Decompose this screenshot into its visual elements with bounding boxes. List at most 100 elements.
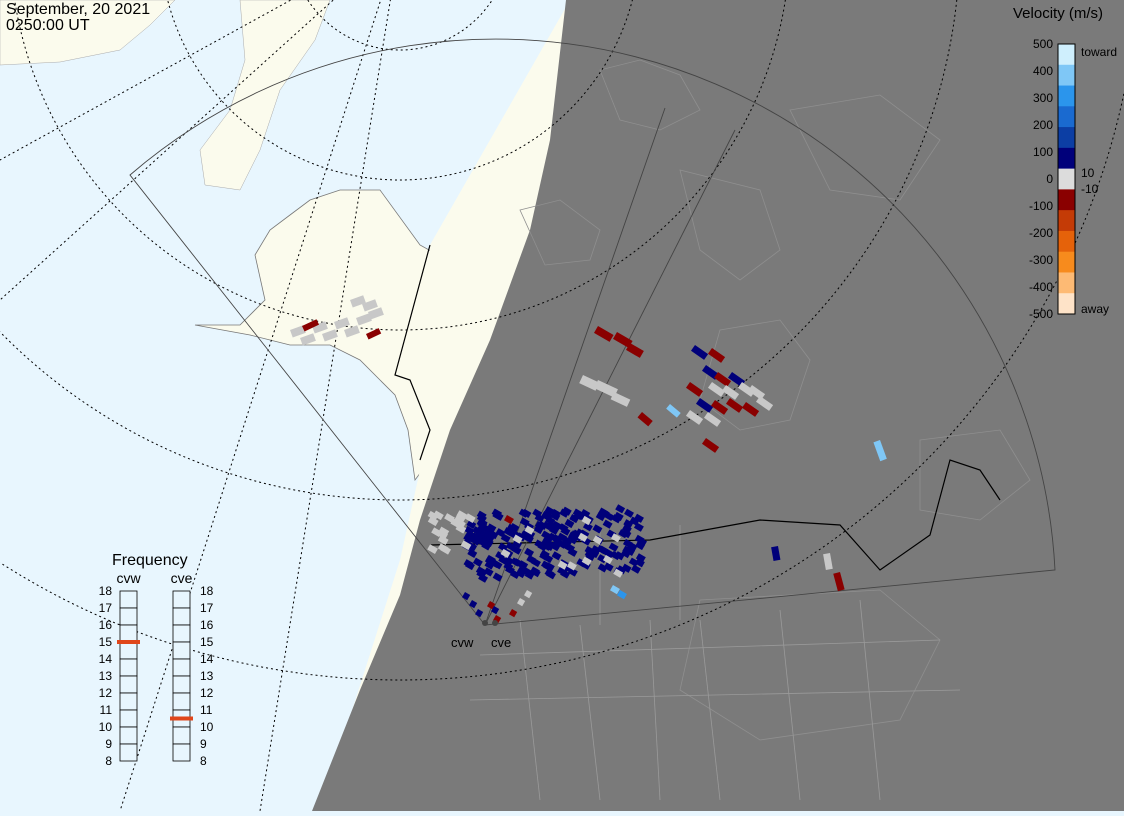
scatter-cell	[550, 511, 561, 521]
frequency-radar-label: cve	[171, 570, 193, 586]
scatter-cell	[290, 325, 306, 338]
frequency-marker	[117, 640, 140, 644]
scatter-cell	[566, 561, 577, 571]
scatter-cell	[557, 532, 567, 542]
scatter-cell	[492, 572, 503, 582]
scatter-cell	[737, 381, 756, 397]
scatter-cell	[524, 525, 535, 535]
scatter-cell	[485, 554, 496, 565]
colorbar-segment	[1058, 251, 1075, 273]
scatter-cell	[627, 541, 638, 552]
scatter-cell	[475, 566, 486, 576]
scatter-cell	[546, 570, 556, 580]
colorbar-segment	[1058, 127, 1075, 149]
scatter-cell	[539, 551, 550, 561]
scatter-cell	[551, 551, 562, 561]
scatter-cell	[581, 515, 592, 526]
scatter-cell	[524, 590, 533, 599]
frequency-cell	[119, 607, 138, 626]
scatter-cell	[529, 566, 540, 576]
scatter-cell	[484, 560, 495, 570]
scatter-cell	[537, 520, 548, 531]
frequency-cell	[119, 692, 138, 711]
scatter-cell	[582, 522, 593, 532]
scatter-cell	[592, 535, 603, 545]
scatter-cell	[469, 600, 478, 609]
scatter-cell	[487, 601, 496, 610]
scatter-cell	[312, 321, 328, 334]
scatter-cell	[512, 534, 523, 544]
colorbar-minus10-label: -10	[1081, 182, 1099, 196]
scatter-cell	[721, 384, 740, 400]
scatter-cell	[504, 515, 514, 525]
scatter-cell	[344, 325, 360, 338]
backscatter	[290, 295, 887, 624]
scatter-cell	[454, 514, 466, 524]
scatter-cell	[427, 510, 439, 521]
scatter-cell	[531, 557, 541, 568]
frequency-cell	[172, 675, 191, 694]
scatter-cell	[614, 551, 625, 561]
scatter-cell	[510, 569, 520, 579]
scatter-cell	[518, 560, 529, 570]
scatter-cell	[506, 523, 517, 533]
scatter-cell	[524, 547, 535, 558]
scatter-cell	[618, 529, 629, 539]
scatter-cell	[569, 513, 580, 524]
scatter-cell	[556, 539, 567, 549]
scatter-cell	[755, 395, 774, 411]
scatter-cell	[703, 411, 722, 427]
scatter-cell	[472, 557, 483, 567]
scatter-cell	[624, 508, 634, 518]
scatter-cell	[559, 508, 570, 518]
scatter-cell	[533, 524, 544, 535]
frequency-scale-label: 18	[99, 584, 113, 598]
scatter-cell	[534, 539, 545, 549]
scatter-cell	[610, 392, 631, 407]
scatter-cell	[564, 564, 575, 574]
colorbar-tick-label: 0	[1046, 172, 1053, 186]
scatter-cell	[321, 329, 338, 342]
scatter-cell	[464, 525, 475, 536]
frequency-scale-label: 11	[200, 703, 213, 717]
scatter-cell	[823, 553, 833, 570]
colorbar-segment	[1058, 147, 1075, 170]
frequency-cell	[172, 590, 191, 609]
colorbar-segment	[1058, 210, 1075, 232]
scatter-cell	[521, 508, 532, 519]
frequency-scale-label: 12	[200, 686, 214, 700]
scatter-cell	[478, 573, 489, 583]
colorbar-tick-label: 200	[1033, 118, 1053, 132]
frequency-scale-label: 17	[99, 601, 113, 615]
scatter-cell	[628, 557, 639, 567]
land-alaska	[194, 189, 491, 482]
scatter-cell	[685, 382, 704, 397]
scatter-cell	[610, 585, 620, 595]
frequency-cell	[172, 658, 191, 677]
scatter-cell	[666, 403, 681, 418]
scatter-cell	[515, 568, 526, 579]
scatter-cell	[551, 540, 562, 550]
scatter-cell	[500, 548, 511, 559]
scatter-cell	[427, 544, 438, 554]
scatter-cell	[637, 411, 653, 427]
colorbar-tick-label: -100	[1029, 199, 1053, 213]
colorbar-tick-label: 400	[1033, 64, 1053, 78]
colorbar-segment	[1058, 230, 1075, 253]
scatter-cell	[438, 526, 450, 537]
colorbar-tick-label: -400	[1029, 280, 1053, 294]
scatter-cell	[544, 506, 555, 516]
scatter-cell	[701, 364, 720, 380]
scatter-cell	[741, 401, 760, 417]
scatter-cell	[467, 548, 478, 558]
frequency-scale-label: 11	[100, 703, 113, 717]
frequency-scale-label: 13	[99, 669, 113, 683]
colorbar-segment	[1058, 189, 1075, 211]
date-label: September, 20 2021	[6, 1, 151, 18]
scatter-cell	[584, 549, 595, 560]
scatter-cell	[505, 541, 516, 551]
scatter-cell	[503, 556, 514, 566]
frequency-scale-label: 16	[99, 618, 113, 632]
scatter-cell	[603, 562, 614, 572]
